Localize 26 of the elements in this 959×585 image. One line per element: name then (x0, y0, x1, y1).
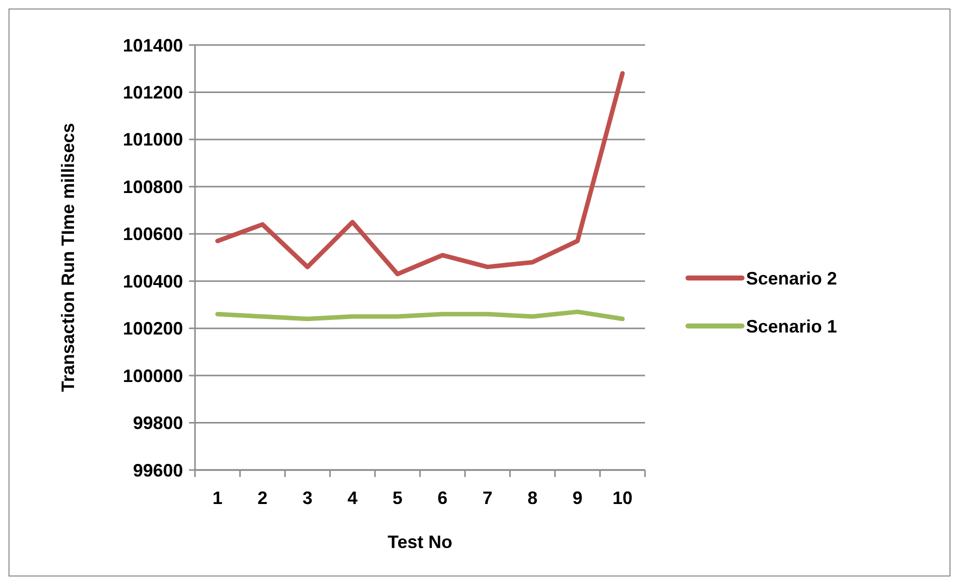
x-tick-label: 1 (212, 488, 223, 508)
y-tick-label: 99800 (132, 413, 183, 434)
x-tick-label: 8 (527, 488, 538, 508)
x-tick-label: 9 (572, 488, 583, 508)
y-tick-label: 100000 (122, 366, 183, 386)
line-series (215, 71, 625, 276)
y-tick-label: 101200 (122, 82, 183, 103)
y-tick-label: 101400 (122, 35, 183, 56)
x-tick-label: 10 (612, 488, 633, 508)
y-tick-label: 100600 (122, 224, 183, 244)
x-tick-label: 3 (302, 488, 313, 508)
legend-label: Scenario 1 (746, 316, 838, 336)
x-tick-label: 5 (392, 488, 403, 508)
line-series (215, 310, 625, 322)
x-tick-label: 2 (257, 488, 268, 508)
x-tick-label: 4 (347, 488, 358, 508)
y-tick-label: 99600 (132, 460, 183, 480)
y-tick-label: 100200 (122, 318, 183, 339)
y-tick-label: 100800 (122, 176, 183, 197)
y-axis-title: Transaction Run TIme millisecs (58, 122, 78, 392)
legend-label: Scenario 2 (746, 268, 838, 288)
y-tick-label: 100400 (122, 271, 183, 292)
x-tick-label: 7 (482, 488, 493, 508)
x-tick-label: 6 (437, 488, 448, 508)
x-axis-title: Test No (388, 532, 452, 552)
y-tick-label: 101000 (122, 130, 183, 150)
